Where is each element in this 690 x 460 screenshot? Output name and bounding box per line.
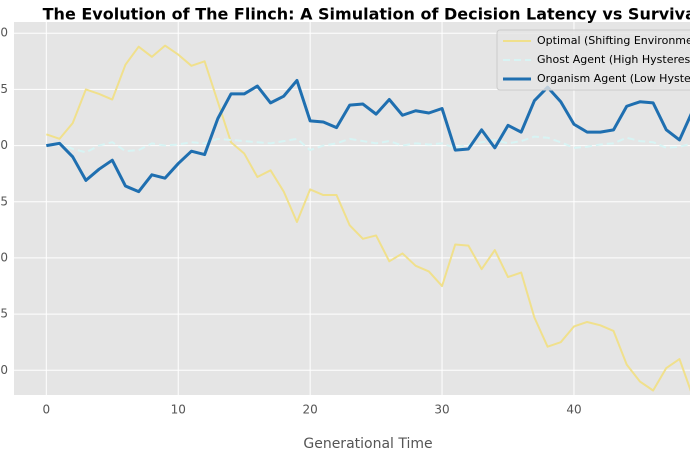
y-tick-label: -0.5 [0,194,8,208]
y-tick-label: -1.5 [0,307,8,321]
y-tick-label: -1.0 [0,250,8,264]
x-tick-label: 0 [42,403,50,417]
grid [14,22,690,395]
legend: Optimal (Shifting Environmen Ghost Agent … [496,29,690,91]
chart-title: The Evolution of The Flinch: A Simulatio… [43,5,690,24]
series-line [45,44,690,392]
x-tick-label: 30 [434,403,449,417]
y-tick-label: 0.0 [0,138,8,152]
x-tick-label: 40 [566,403,581,417]
y-tick-label: -2.0 [0,363,8,377]
legend-label: Organism Agent (Low Hystere [537,72,690,85]
labels: 1.0 0.5 0.0 -0.5 -1.0 -1.5 -2.0 0 10 20 30 40 [0,26,582,417]
legend-label: Optimal (Shifting Environmen [537,34,690,47]
legend-box [496,29,690,91]
y-tick-label: 1.0 [0,26,8,40]
legend-label: Ghost Agent (High Hysteresis [537,53,690,66]
series-line [46,135,690,154]
x-axis-label: Generational Time [303,436,432,452]
lines [45,44,690,392]
x-tick-label: 10 [171,403,186,417]
x-tick-label: 20 [302,403,317,417]
series-line [46,78,690,194]
y-tick-label: 0.5 [0,82,8,96]
